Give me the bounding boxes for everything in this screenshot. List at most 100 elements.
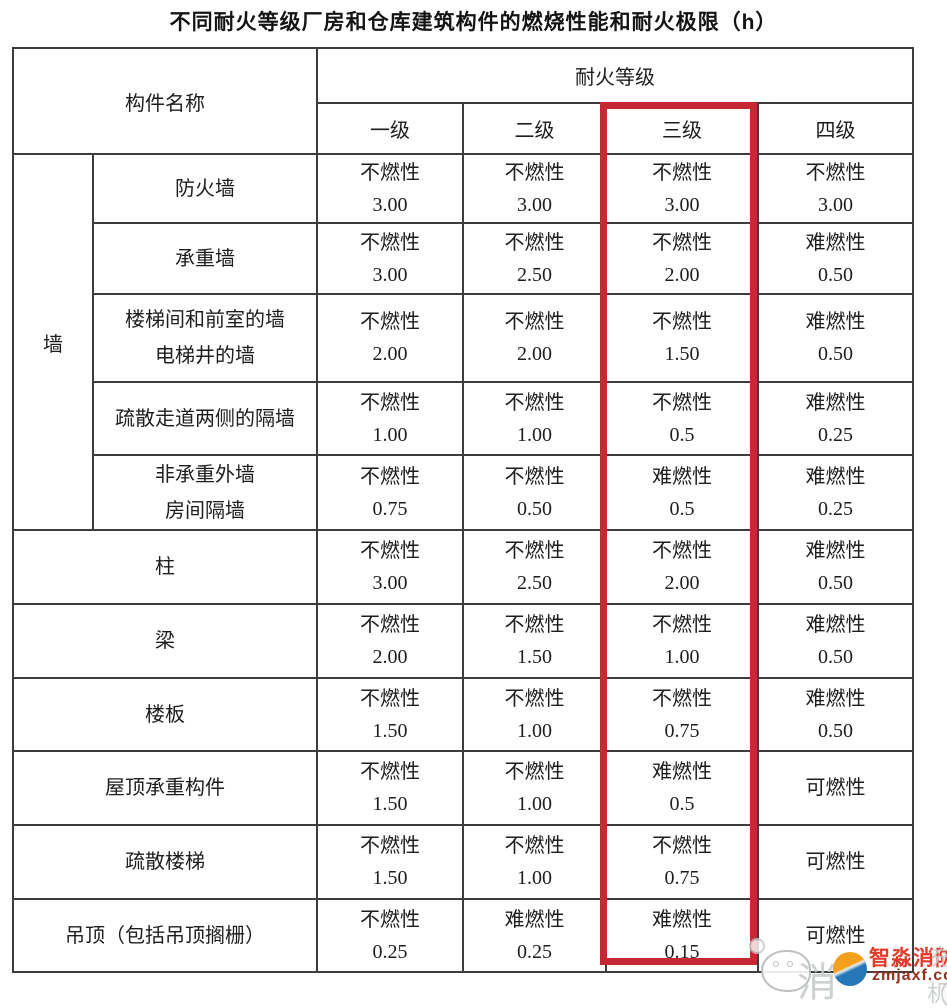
burnability: 不燃性 bbox=[504, 614, 565, 636]
value-cell: 不燃性 1.50 bbox=[316, 677, 464, 752]
brand-logo-icon bbox=[833, 952, 867, 986]
value-cell: 不燃性 2.00 bbox=[316, 603, 464, 679]
component-name-cell: 屋顶承重构件 bbox=[12, 750, 318, 826]
burnability: 不燃性 bbox=[652, 391, 712, 414]
component-name: 疏散楼梯 bbox=[125, 851, 205, 873]
burnability: 不燃性 bbox=[504, 465, 565, 488]
value-cell: 不燃性 2.00 bbox=[316, 293, 464, 383]
fire-limit: 0.75 bbox=[372, 497, 408, 520]
component-name: 屋顶承重构件 bbox=[105, 777, 225, 799]
value-cell: 不燃性 3.00 bbox=[605, 153, 759, 224]
fire-limit: 1.50 bbox=[664, 343, 700, 365]
fire-limit: 1.00 bbox=[517, 423, 552, 446]
value-cell: 不燃性 1.50 bbox=[316, 750, 464, 826]
value-cell: 不燃性 1.50 bbox=[316, 824, 464, 900]
fire-limit: 2.50 bbox=[517, 572, 552, 594]
table-row-stairwell-wall: 楼梯间和前室的墙 电梯井的墙 不燃性 2.00 不燃性 2.00 不燃性 1.50 难燃… bbox=[13, 293, 914, 383]
fire-limit: 0.50 bbox=[818, 263, 853, 286]
component-name: 柱 bbox=[155, 556, 175, 578]
burnability: 不燃性 bbox=[652, 231, 712, 254]
fire-limit: 0.50 bbox=[517, 497, 552, 520]
burnability: 不燃性 bbox=[504, 540, 565, 562]
component-name-cell: 非承重外墙 房间隔墙 bbox=[92, 454, 318, 531]
brand-name: 智淼消防 bbox=[869, 947, 947, 970]
value-cell: 不燃性 2.50 bbox=[462, 222, 607, 295]
watermark: 消 智淼消防 zmjaxf.com 充 机 bbox=[745, 936, 947, 1008]
burnability: 难燃性 bbox=[805, 311, 866, 333]
fire-limit: 0.75 bbox=[664, 719, 700, 742]
component-name: 疏散走道两侧的隔墙 bbox=[115, 407, 295, 430]
burnability: 不燃性 bbox=[360, 391, 420, 414]
value-cell: 难燃性 0.50 bbox=[757, 677, 914, 752]
value-cell: 不燃性 0.50 bbox=[462, 454, 607, 531]
burnability: 难燃性 bbox=[805, 540, 866, 562]
component-name-cell: 柱 bbox=[12, 529, 318, 605]
fire-limit: 2.50 bbox=[517, 263, 552, 286]
watermark-cloud-eye bbox=[773, 961, 779, 967]
value-cell: 可燃性 bbox=[757, 824, 914, 900]
burnability: 难燃性 bbox=[805, 614, 866, 636]
value-cell: 难燃性 0.50 bbox=[757, 603, 914, 679]
value-cell: 不燃性 3.00 bbox=[316, 529, 464, 605]
value-cell: 难燃性 0.5 bbox=[605, 750, 759, 826]
fire-limit: 0.5 bbox=[669, 423, 695, 446]
table-row-ceiling: 吊顶（包括吊顶搁栅） 不燃性 0.25 难燃性 0.25 难燃性 0.15 可燃性 bbox=[12, 898, 914, 973]
value-cell: 不燃性 0.75 bbox=[316, 454, 464, 531]
fire-limit: 0.25 bbox=[517, 940, 552, 963]
burnability: 难燃性 bbox=[805, 391, 866, 414]
component-name: 电梯井的墙 bbox=[155, 345, 255, 367]
header-component-name: 构件名称 bbox=[12, 47, 318, 155]
fire-limit: 1.00 bbox=[664, 646, 700, 668]
fire-limit: 2.00 bbox=[517, 343, 552, 365]
header-grade-2: 二级 bbox=[462, 102, 607, 155]
component-name: 梁 bbox=[155, 630, 175, 652]
component-name-cell: 疏散走道两侧的隔墙 bbox=[92, 381, 318, 456]
fire-limit: 3.00 bbox=[517, 193, 552, 216]
table-row-beam: 梁 不燃性 2.00 不燃性 1.50 不燃性 1.00 难燃性 0.50 bbox=[12, 603, 914, 679]
fire-limit: 2.00 bbox=[664, 572, 700, 594]
fire-limit: 0.50 bbox=[818, 646, 853, 668]
value-cell: 难燃性 0.50 bbox=[757, 293, 914, 383]
table-row-firewall: 墙 防火墙 不燃性 3.00 不燃性 3.00 不燃性 3.00 不燃性 3.00 bbox=[12, 153, 914, 531]
value-cell: 难燃性 0.25 bbox=[462, 898, 607, 973]
fire-limit: 0.15 bbox=[664, 940, 700, 963]
fire-limit: 3.00 bbox=[664, 193, 700, 216]
header-row-2: 一级 二级 三级 四级 bbox=[13, 102, 914, 155]
component-name-cell: 楼梯间和前室的墙 电梯井的墙 bbox=[92, 293, 318, 383]
value-cell: 不燃性 0.75 bbox=[605, 677, 759, 752]
burnability: 不燃性 bbox=[360, 540, 420, 562]
header-grade-1: 一级 bbox=[316, 102, 464, 155]
fire-limit: 3.00 bbox=[372, 263, 408, 286]
burnability: 不燃性 bbox=[504, 311, 565, 333]
fire-limit: 1.00 bbox=[372, 423, 408, 446]
value-cell: 不燃性 1.00 bbox=[605, 603, 759, 679]
watermark-cloud-shape bbox=[761, 950, 811, 992]
fire-limit: 0.75 bbox=[664, 867, 700, 889]
value-cell: 难燃性 0.50 bbox=[757, 222, 914, 295]
value-cell: 难燃性 0.25 bbox=[757, 454, 914, 531]
burnability: 不燃性 bbox=[360, 311, 420, 333]
burnability: 不燃性 bbox=[652, 311, 712, 333]
watermark-bubble-shape bbox=[749, 938, 765, 954]
component-name: 楼梯间和前室的墙 bbox=[125, 309, 285, 331]
burnability: 不燃性 bbox=[360, 161, 420, 184]
component-name: 房间隔墙 bbox=[165, 499, 245, 522]
value-cell: 不燃性 1.00 bbox=[316, 381, 464, 456]
watermark-ghost-char-right-top: 充 bbox=[929, 944, 947, 970]
table-row-loadbearing-wall: 承重墙 不燃性 3.00 不燃性 2.50 不燃性 2.00 难燃性 0.50 bbox=[13, 222, 914, 295]
burnability: 难燃性 bbox=[504, 908, 565, 931]
burnability: 不燃性 bbox=[652, 540, 712, 562]
value-cell: 不燃性 2.00 bbox=[605, 222, 759, 295]
value-cell: 不燃性 0.25 bbox=[316, 898, 464, 973]
fire-limit: 1.50 bbox=[372, 719, 408, 742]
burnability: 不燃性 bbox=[360, 614, 420, 636]
fire-limit: 2.00 bbox=[372, 343, 408, 365]
burnability: 不燃性 bbox=[652, 687, 712, 710]
grade3-highlight-box bbox=[600, 102, 757, 965]
fire-limit: 1.50 bbox=[372, 867, 408, 889]
component-name: 防火墙 bbox=[175, 177, 235, 200]
fire-limit: 1.00 bbox=[517, 867, 552, 889]
component-name-cell: 楼板 bbox=[12, 677, 318, 752]
component-name-cell: 疏散楼梯 bbox=[12, 824, 318, 900]
burnability: 可燃性 bbox=[805, 777, 866, 799]
